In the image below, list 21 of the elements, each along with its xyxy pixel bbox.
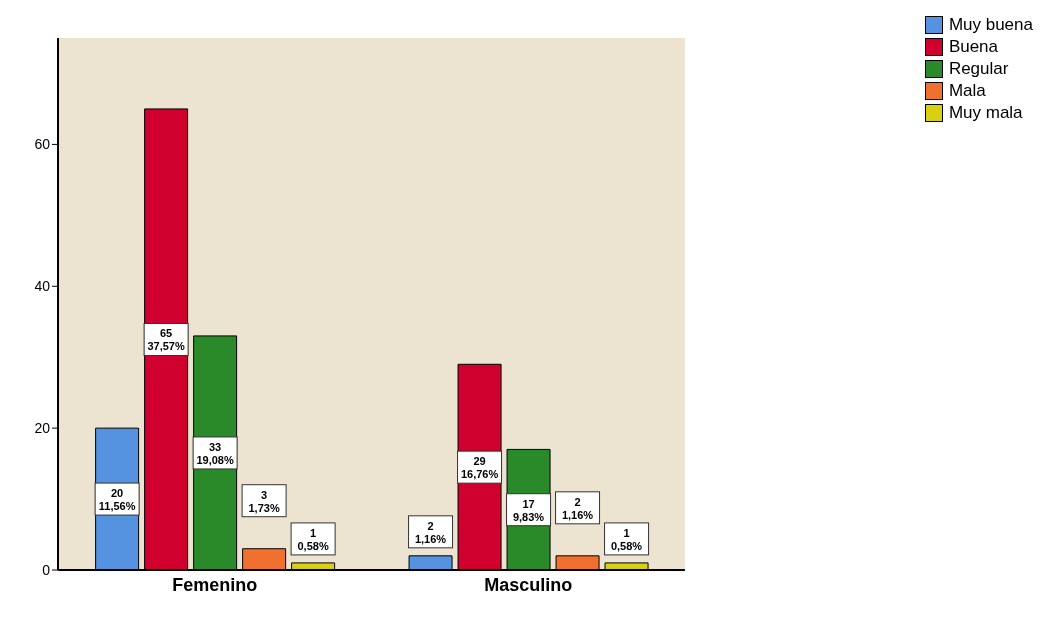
data-label: 33 19,08% — [196, 440, 234, 466]
y-tick-label: 20 — [34, 420, 51, 437]
data-label: 65 37,57% — [147, 327, 185, 353]
data-label: 2 1,16% — [561, 495, 594, 521]
x-tick-label: Femenino — [172, 574, 258, 595]
y-tick-label: 60 — [34, 136, 51, 153]
data-label: 2 1,16% — [414, 519, 447, 545]
y-tick-label: 0 — [42, 561, 51, 578]
data-label: 20 11,56% — [98, 487, 136, 513]
x-tick-label: Masculino — [484, 574, 573, 595]
legend-label: Mala — [948, 80, 986, 102]
data-label: 3 1,73% — [248, 488, 280, 514]
legend-label: Regular — [948, 58, 1009, 80]
data-label: 29 16,76% — [460, 455, 499, 481]
data-label: 1 0,58% — [297, 526, 329, 552]
data-label: 1 0,58% — [610, 526, 643, 552]
legend-label: Buena — [948, 36, 999, 58]
legend-label: Muy buena — [948, 14, 1033, 36]
y-tick-label: 40 — [34, 278, 51, 295]
data-label: 17 9,83% — [512, 497, 545, 523]
legend-label: Muy mala — [948, 102, 1023, 124]
